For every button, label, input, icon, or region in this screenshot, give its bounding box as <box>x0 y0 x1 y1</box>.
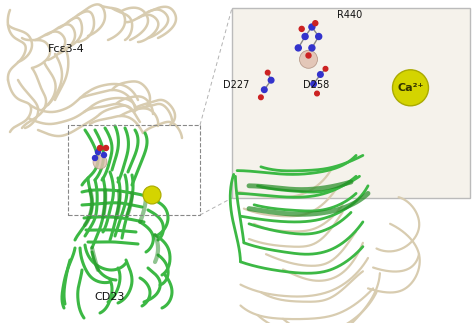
Circle shape <box>302 34 308 39</box>
Circle shape <box>300 50 318 68</box>
Circle shape <box>311 81 317 87</box>
Text: R440: R440 <box>337 10 362 20</box>
Circle shape <box>259 95 263 99</box>
Text: Fcε3-4: Fcε3-4 <box>48 44 85 54</box>
Circle shape <box>299 26 304 31</box>
Circle shape <box>268 78 274 83</box>
Text: Ca²⁺: Ca²⁺ <box>397 83 424 93</box>
Circle shape <box>313 21 318 26</box>
Text: CD23: CD23 <box>95 292 125 302</box>
Circle shape <box>93 155 107 169</box>
Circle shape <box>306 53 311 58</box>
Circle shape <box>315 91 319 96</box>
Text: D227: D227 <box>223 80 249 90</box>
Circle shape <box>98 145 102 151</box>
Circle shape <box>265 70 270 75</box>
Circle shape <box>95 150 100 154</box>
Bar <box>68 125 200 215</box>
Circle shape <box>318 72 323 77</box>
Circle shape <box>309 24 315 30</box>
Circle shape <box>316 34 322 39</box>
Circle shape <box>309 45 315 51</box>
Circle shape <box>92 155 98 161</box>
Circle shape <box>101 152 107 158</box>
Circle shape <box>262 87 267 92</box>
Circle shape <box>295 45 301 51</box>
Circle shape <box>143 186 161 204</box>
Circle shape <box>323 67 328 71</box>
Bar <box>232 8 470 198</box>
Circle shape <box>103 145 109 151</box>
Text: D258: D258 <box>303 80 330 90</box>
Circle shape <box>392 70 428 106</box>
